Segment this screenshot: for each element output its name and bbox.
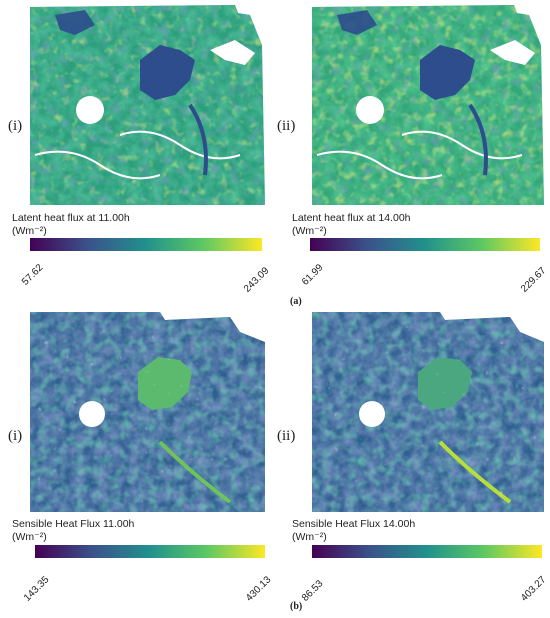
colorbar-min-label: 143.35 (22, 574, 52, 604)
colorbar-max-label: 430.13 (244, 574, 274, 604)
panel-unit: (Wm⁻²) (12, 531, 47, 543)
colorbar-min-label: 86.53 (300, 578, 326, 604)
colorbar-max-label: 229.67 (519, 265, 549, 295)
panel-unit: (Wm⁻²) (292, 225, 327, 237)
panel-title: Sensible Heat Flux 11.00h (12, 518, 135, 530)
panel-title: Latent heat flux at 11.00h (12, 212, 130, 224)
panel-title: Sensible Heat Flux 14.00h (292, 518, 416, 530)
panel-roman-label: (ii) (277, 428, 296, 444)
panel-unit: (Wm⁻²) (292, 531, 327, 543)
subfigure-label: (a) (290, 296, 302, 307)
panel-roman-label: (i) (8, 118, 23, 134)
subfigure-label: (b) (290, 601, 303, 612)
sensible-heat-map-11h (30, 312, 265, 512)
sensible-heat-map-14h (312, 312, 544, 512)
colorbar (310, 238, 540, 251)
panel-roman-label: (ii) (277, 118, 296, 134)
colorbar (35, 545, 265, 558)
panel-unit: (Wm⁻²) (12, 225, 47, 237)
panel-title: Latent heat flux at 14.00h (292, 212, 411, 224)
colorbar (30, 238, 262, 251)
colorbar (312, 545, 542, 558)
colorbar-min-label: 61.99 (300, 262, 326, 288)
colorbar-max-label: 403.27 (519, 574, 549, 604)
latent-heat-map-14h (312, 5, 544, 205)
colorbar-max-label: 243.09 (242, 265, 272, 295)
latent-heat-map-11h (30, 5, 265, 205)
panel-roman-label: (i) (8, 428, 23, 444)
colorbar-min-label: 57.62 (20, 262, 46, 288)
